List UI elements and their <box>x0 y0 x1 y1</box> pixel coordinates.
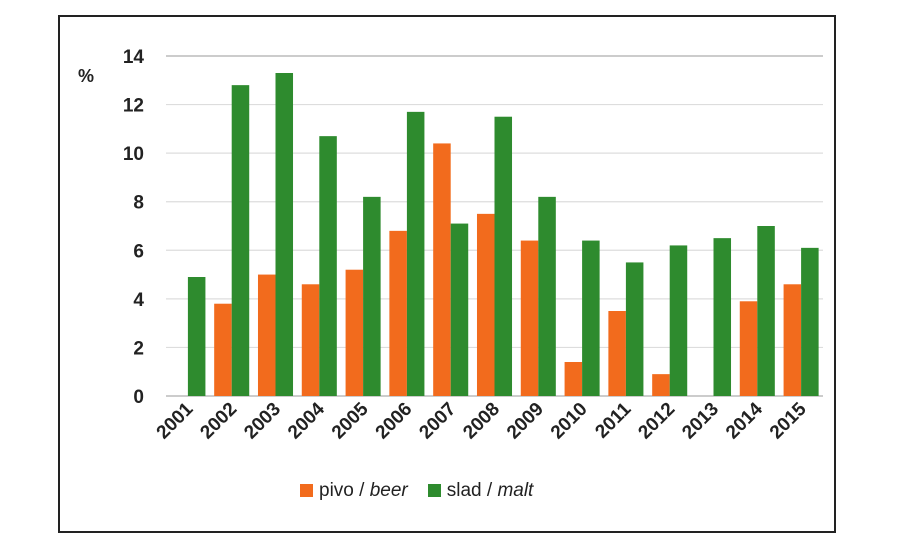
bar-malt-2013 <box>713 238 732 396</box>
bar-beer-2006 <box>389 230 407 396</box>
bar-malt-2011 <box>625 262 644 396</box>
bar-beer-2009 <box>520 240 539 396</box>
bar-malt-2002 <box>231 85 250 397</box>
bar-malt-2010 <box>582 240 600 396</box>
bar-beer-2007 <box>433 143 451 396</box>
x-tick-label: 2004 <box>284 398 329 443</box>
x-tick-label: 2003 <box>240 399 285 444</box>
x-tick-label: 2015 <box>766 398 811 443</box>
legend-swatch-malt <box>427 484 441 498</box>
bar-beer-2005 <box>345 269 364 396</box>
bar-malt-2004 <box>319 136 337 396</box>
x-tick-label: 2009 <box>503 399 548 444</box>
bar-beer-2012 <box>652 374 670 396</box>
bar-malt-2005 <box>363 196 381 396</box>
y-axis-label: % <box>78 66 95 86</box>
legend-swatch-beer <box>300 484 313 498</box>
bar-malt-2012 <box>669 245 688 396</box>
x-tick-label: 2011 <box>591 398 635 442</box>
bar-beer-2014 <box>739 301 758 396</box>
x-tick-label: 2001 <box>153 398 198 443</box>
bar-malt-2003 <box>275 73 294 396</box>
bar-malt-2001 <box>187 277 206 396</box>
bar-malt-2015 <box>801 247 819 396</box>
bar-beer-2010 <box>564 362 583 396</box>
y-tick-label: 12 <box>123 96 144 117</box>
y-tick-label: 6 <box>133 241 144 262</box>
y-tick-label: 4 <box>133 290 144 311</box>
bar-beer-2011 <box>608 311 626 396</box>
x-tick-label: 2002 <box>196 399 241 444</box>
y-tick-label: 8 <box>133 193 144 214</box>
bar-beer-2002 <box>214 303 232 396</box>
bar-malt-2006 <box>406 111 425 396</box>
legend: pivo / beer slad / malt <box>300 480 533 502</box>
x-tick-label: 2008 <box>459 399 504 444</box>
bar-malt-2008 <box>494 116 513 396</box>
bar-beer-2003 <box>257 274 276 396</box>
x-tick-label: 2013 <box>678 399 723 444</box>
x-tick-label: 2007 <box>415 399 460 444</box>
x-tick-label: 2012 <box>634 399 679 444</box>
bar-malt-2014 <box>757 226 775 396</box>
x-tick-label: 2006 <box>372 399 417 444</box>
x-tick-label: 2010 <box>547 399 592 444</box>
y-tick-label: 2 <box>133 338 144 359</box>
bar-malt-2007 <box>450 223 469 396</box>
bar-malt-2009 <box>538 196 556 396</box>
x-tick-label: 2005 <box>328 398 373 443</box>
chart-frame <box>58 15 836 533</box>
legend-item-malt: slad / malt <box>427 480 533 502</box>
y-tick-label: 10 <box>123 144 144 165</box>
legend-item-beer: pivo / beer <box>300 480 408 502</box>
x-tick-label: 2014 <box>722 398 767 443</box>
bar-beer-2015 <box>783 284 802 396</box>
bar-beer-2008 <box>476 213 495 396</box>
y-tick-label: 14 <box>123 47 145 68</box>
bar-beer-2004 <box>301 284 320 396</box>
y-tick-label: 0 <box>133 387 144 408</box>
